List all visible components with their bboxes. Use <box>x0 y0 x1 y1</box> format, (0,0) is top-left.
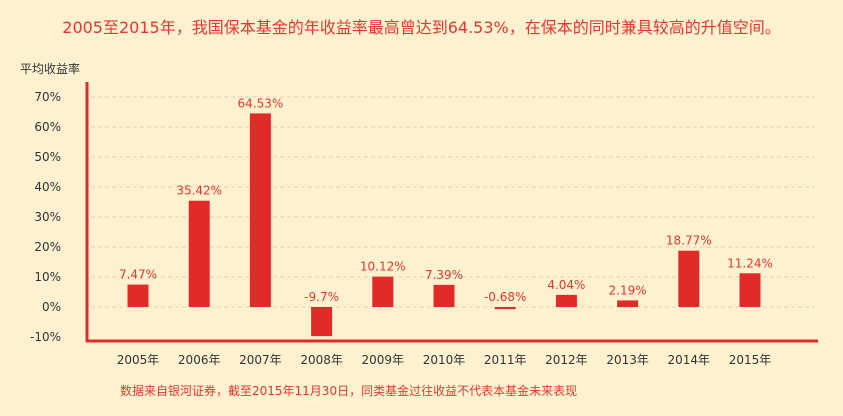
y-tick-label: 10% <box>34 270 61 284</box>
bar <box>188 200 210 307</box>
bar-value-label: 4.04% <box>547 278 585 292</box>
x-tick-label: 2010年 <box>423 353 466 367</box>
y-tick-label: 60% <box>34 120 61 134</box>
x-tick-label: 2015年 <box>729 353 772 367</box>
x-tick-label: 2007年 <box>239 353 282 367</box>
bar-value-label: 2.19% <box>609 283 647 297</box>
y-tick-label: 70% <box>34 90 61 104</box>
y-tick-label: 50% <box>34 150 61 164</box>
bar <box>494 307 516 310</box>
bar <box>555 294 577 307</box>
bar-value-label: 7.39% <box>425 268 463 282</box>
bar-value-label: 10.12% <box>360 260 406 274</box>
bar-value-label: 11.24% <box>727 256 773 270</box>
bar <box>617 300 639 307</box>
bar <box>249 113 271 307</box>
x-tick-label: 2011年 <box>484 353 527 367</box>
y-axis-label: 平均收益率 <box>20 62 81 76</box>
x-tick-label: 2006年 <box>178 353 221 367</box>
y-tick-label: -10% <box>30 330 61 344</box>
x-tick-label: 2013年 <box>606 353 649 367</box>
chart-headline: 2005至2015年，我国保本基金的年收益率最高曾达到64.53%，在保本的同时… <box>62 18 781 37</box>
bar <box>127 284 149 307</box>
x-tick-label: 2014年 <box>668 353 711 367</box>
x-tick-label: 2012年 <box>545 353 588 367</box>
x-tick-label: 2005年 <box>117 353 160 367</box>
y-tick-label: 20% <box>34 240 61 254</box>
y-tick-label: 0% <box>42 300 61 314</box>
x-tick-label: 2009年 <box>362 353 405 367</box>
bar <box>678 250 700 307</box>
bar-value-label: 7.47% <box>119 268 157 282</box>
x-tick-label: 2008年 <box>300 353 343 367</box>
bar <box>433 284 455 307</box>
bar-value-label: 18.77% <box>666 234 712 248</box>
y-tick-label: 40% <box>34 180 61 194</box>
bar-value-label: 64.53% <box>238 96 284 110</box>
bar <box>372 276 394 307</box>
data-source-note: 数据来自银河证券，截至2015年11月30日，同类基金过往收益不代表本基金未来表… <box>120 384 578 398</box>
bar-value-label: -9.7% <box>304 290 339 304</box>
bar <box>739 273 761 307</box>
bar-value-label: -0.68% <box>484 290 526 304</box>
bar <box>311 307 333 337</box>
bar-value-label: 35.42% <box>176 184 222 198</box>
y-tick-label: 30% <box>34 210 61 224</box>
